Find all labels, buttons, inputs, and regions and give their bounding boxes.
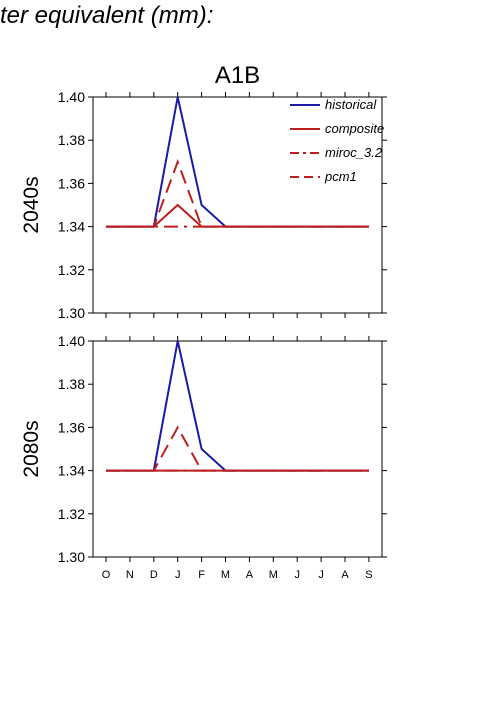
y-tick-label: 1.36 (58, 419, 85, 435)
y-tick-label: 1.32 (58, 262, 85, 278)
x-tick-label: J (175, 569, 181, 581)
y-tick-label: 1.32 (58, 506, 85, 522)
plot-frame (92, 96, 383, 314)
x-tick-label: D (150, 569, 158, 581)
y-tick-label: 1.38 (58, 132, 85, 148)
chart-title: A1B (215, 62, 260, 89)
y-axis-label: 2080s (20, 420, 43, 477)
y-axis-label: 2040s (20, 176, 43, 233)
y-tick-label: 1.34 (58, 463, 85, 479)
x-tick-label: M (269, 569, 278, 581)
x-tick-label: F (198, 569, 205, 581)
y-tick-label: 1.38 (58, 376, 85, 392)
x-tick-label: N (126, 569, 134, 581)
plot-frame (92, 340, 383, 558)
y-tick-label: 1.40 (58, 333, 85, 349)
x-tick-label: J (318, 569, 324, 581)
x-tick-label: S (365, 569, 372, 581)
x-tick-label: J (294, 569, 300, 581)
y-tick-label: 1.36 (58, 175, 85, 191)
series-line-historical (106, 96, 369, 228)
series-line-historical (106, 340, 369, 472)
y-tick-label: 1.30 (58, 549, 85, 565)
x-tick-label: A (341, 569, 349, 581)
x-tick-label: A (246, 569, 254, 581)
y-tick-label: 1.40 (58, 89, 85, 105)
x-tick-label: M (221, 569, 230, 581)
series-line-pcm1 (106, 425, 369, 472)
page-title: ter equivalent (mm): (0, 2, 214, 29)
series-line-pcm1 (106, 158, 369, 228)
y-tick-label: 1.34 (58, 219, 85, 235)
x-tick-label: O (102, 569, 111, 581)
series-line-composite (106, 203, 369, 228)
y-tick-label: 1.30 (58, 305, 85, 321)
legend-label: pcm1 (324, 169, 357, 184)
legend-label: composite (325, 121, 384, 136)
legend-label: historical (325, 97, 377, 112)
legend-label: miroc_3.2 (325, 145, 383, 160)
